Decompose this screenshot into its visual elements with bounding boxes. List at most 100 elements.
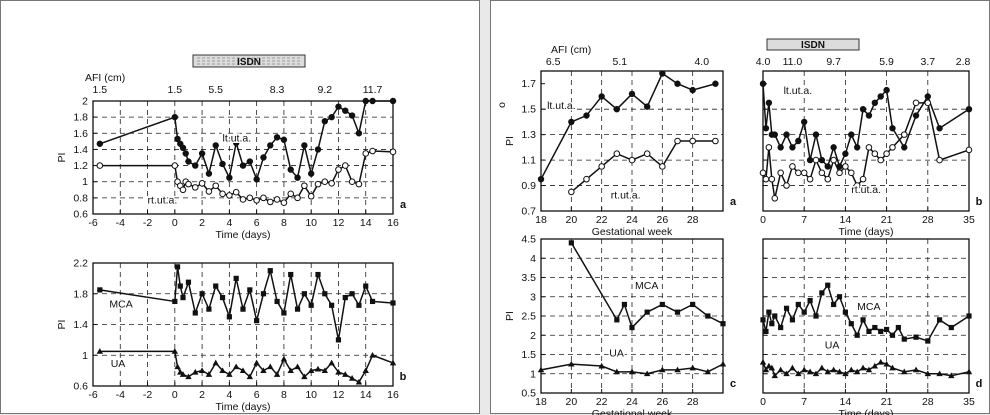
- data-point-open: [220, 191, 226, 197]
- data-point-filled: [784, 132, 789, 137]
- y-tick-label: 1.8: [73, 288, 88, 300]
- x-tick-label: 4: [226, 389, 232, 401]
- data-point-square: [913, 335, 918, 340]
- data-point-square: [309, 303, 314, 308]
- data-point-square: [866, 329, 871, 334]
- data-point-filled: [825, 164, 830, 169]
- y-tick-label: 1.5: [521, 349, 536, 361]
- data-point-filled: [878, 94, 883, 99]
- data-point-square: [772, 313, 777, 318]
- y-tick-label: 2.2: [73, 258, 88, 270]
- data-point-filled: [614, 106, 619, 111]
- afi-value: 3.7: [920, 56, 935, 68]
- data-point-square: [302, 291, 307, 296]
- panel-letter: d: [976, 378, 983, 390]
- data-point-square: [213, 283, 218, 288]
- x-tick-label: 0: [760, 214, 766, 226]
- data-point-filled: [796, 138, 801, 143]
- data-point-square: [925, 338, 930, 343]
- data-point-triangle: [213, 360, 219, 366]
- data-point-open: [866, 145, 872, 151]
- data-point-filled: [629, 91, 634, 96]
- x-tick-label: 12: [333, 389, 345, 401]
- data-point-filled: [644, 104, 649, 109]
- y-axis-label: PI: [504, 311, 516, 321]
- afi-value: 4.0: [694, 56, 709, 68]
- isdn-label: ISDN: [801, 40, 825, 51]
- data-point-square: [268, 268, 273, 273]
- x-axis-label: Time (days): [838, 226, 893, 238]
- data-point-open: [713, 138, 719, 144]
- data-point-open: [819, 170, 825, 176]
- data-point-triangle: [369, 352, 375, 358]
- x-tick-label: 12: [333, 217, 345, 229]
- data-point-filled: [274, 135, 279, 140]
- data-point-open: [801, 170, 807, 176]
- x-tick-label: 28: [922, 396, 934, 408]
- afi-label: AFI (cm): [85, 72, 125, 84]
- data-point-square: [349, 291, 354, 296]
- data-point-square: [186, 280, 191, 285]
- x-tick-label: 14: [840, 396, 852, 408]
- x-tick-label: 20: [565, 396, 577, 408]
- data-point-filled: [831, 145, 836, 150]
- x-tick-label: 28: [687, 214, 699, 226]
- data-point-square: [890, 333, 895, 338]
- data-point-square: [343, 295, 348, 300]
- data-point-open: [807, 176, 813, 182]
- data-point-filled: [356, 131, 361, 136]
- data-point-open: [763, 176, 769, 182]
- data-point-filled: [760, 81, 765, 86]
- data-point-square: [234, 276, 239, 281]
- x-tick-label: 6: [254, 389, 260, 401]
- data-point-square: [825, 283, 830, 288]
- x-tick-label: -6: [88, 217, 97, 229]
- data-point-filled: [315, 147, 320, 152]
- data-point-filled: [172, 114, 177, 119]
- y-tick-label: 1.1: [521, 155, 536, 167]
- data-point-open: [937, 157, 943, 163]
- afi-value: 9.2: [318, 84, 333, 96]
- x-tick-label: -6: [88, 389, 97, 401]
- data-point-open: [281, 200, 287, 206]
- data-point-triangle: [233, 363, 239, 369]
- data-point-square: [819, 290, 824, 295]
- data-point-triangle: [253, 360, 259, 366]
- data-point-filled: [766, 100, 771, 105]
- x-tick-label: 35: [963, 396, 975, 408]
- data-point-open: [813, 157, 819, 163]
- x-tick-label: 6: [254, 217, 260, 229]
- data-point-open: [884, 151, 890, 157]
- data-point-open: [675, 138, 681, 144]
- data-point-triangle: [966, 369, 972, 375]
- data-point-open: [308, 193, 314, 199]
- x-tick-label: 0: [172, 389, 178, 401]
- y-tick-label: 0.5: [521, 388, 536, 400]
- data-point-open: [233, 189, 239, 195]
- x-tick-label: 2: [199, 389, 205, 401]
- data-point-open: [878, 157, 884, 163]
- y-tick-label: 1.4: [73, 319, 88, 331]
- x-tick-label: 18: [535, 214, 547, 226]
- data-point-filled: [860, 106, 865, 111]
- y-axis-label: PI: [56, 153, 68, 163]
- x-tick-label: 16: [387, 389, 399, 401]
- data-point-open: [356, 181, 362, 187]
- data-point-square: [790, 317, 795, 322]
- data-point-triangle: [281, 356, 287, 362]
- data-point-square: [315, 272, 320, 277]
- data-point-open: [843, 164, 849, 170]
- data-point-filled: [254, 177, 259, 182]
- data-point-filled: [295, 175, 300, 180]
- series-line-mca: [100, 267, 393, 340]
- data-point-filled: [349, 113, 354, 118]
- data-point-square: [629, 325, 634, 330]
- data-point-filled: [660, 71, 665, 76]
- data-point-filled: [193, 163, 198, 168]
- data-point-open: [342, 163, 348, 169]
- x-tick-label: 7: [801, 396, 807, 408]
- annotation-label: rt.ut.a.: [611, 189, 641, 201]
- data-point-filled: [925, 94, 930, 99]
